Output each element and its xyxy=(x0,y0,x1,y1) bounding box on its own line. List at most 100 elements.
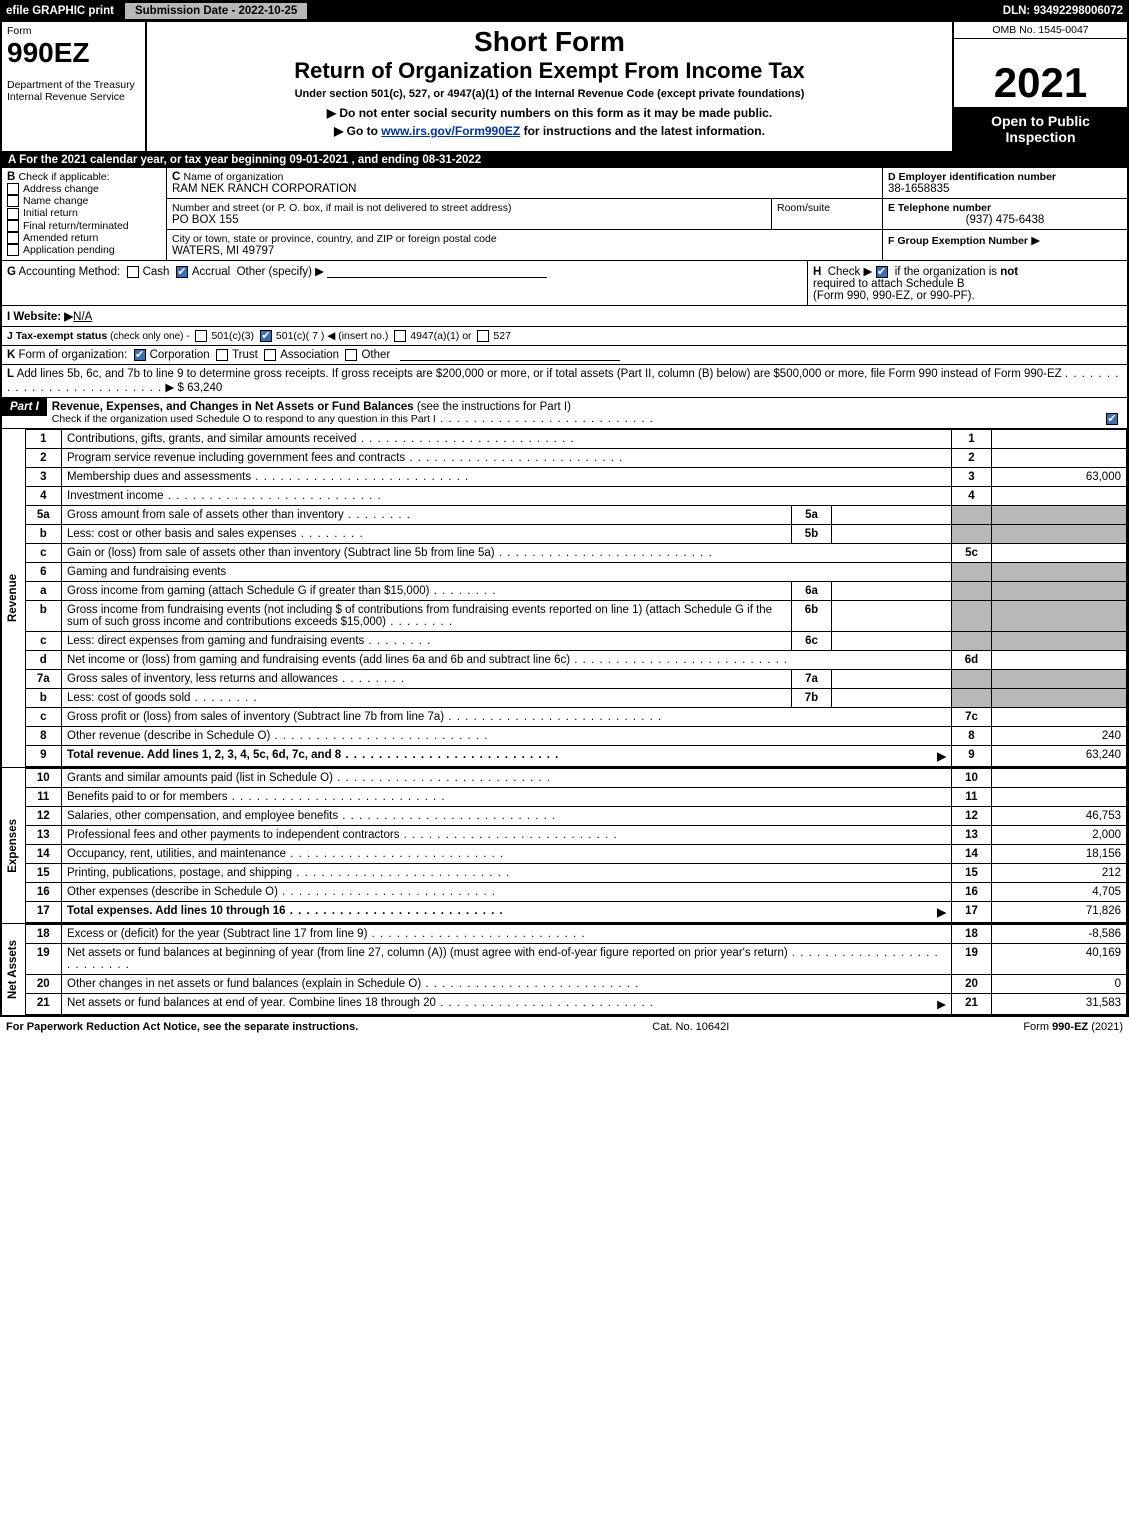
table-row: bGross income from fundraising events (n… xyxy=(26,601,1127,632)
b-checkbox[interactable] xyxy=(7,195,19,207)
part-i-label: Part I xyxy=(2,398,47,416)
b-option: Amended return xyxy=(7,232,161,244)
table-row: 12Salaries, other compensation, and empl… xyxy=(26,807,1127,826)
j-527-checkbox[interactable] xyxy=(477,330,489,342)
table-row: 17Total expenses. Add lines 10 through 1… xyxy=(26,902,1127,923)
table-row: 2Program service revenue including gover… xyxy=(26,449,1127,468)
netassets-table: 18Excess or (deficit) for the year (Subt… xyxy=(26,924,1127,1015)
table-row: 19Net assets or fund balances at beginni… xyxy=(26,944,1127,975)
table-row: 6Gaming and fundraising events xyxy=(26,563,1127,582)
b-option: Application pending xyxy=(7,244,161,256)
table-row: bLess: cost of goods sold7b xyxy=(26,689,1127,708)
revenue-table: 1Contributions, gifts, grants, and simil… xyxy=(26,429,1127,767)
b-checkbox[interactable] xyxy=(7,244,19,256)
k-checkbox[interactable] xyxy=(264,349,276,361)
section-k: K Form of organization: ✔Corporation Tru… xyxy=(2,346,1127,365)
table-row: cGross profit or (loss) from sales of in… xyxy=(26,708,1127,727)
k-checkbox[interactable]: ✔ xyxy=(134,349,146,361)
k-checkbox[interactable] xyxy=(216,349,228,361)
table-row: cLess: direct expenses from gaming and f… xyxy=(26,632,1127,651)
j-501c3-checkbox[interactable] xyxy=(195,330,207,342)
ein-value: 38-1658835 xyxy=(888,183,949,195)
bullet-goto: ▶ Go to www.irs.gov/Form990EZ for instru… xyxy=(147,122,952,140)
dept-irs: Internal Revenue Service xyxy=(7,91,140,103)
org-name: RAM NEK RANCH CORPORATION xyxy=(172,183,356,195)
b-checkbox[interactable] xyxy=(7,208,19,220)
table-row: 21Net assets or fund balances at end of … xyxy=(26,994,1127,1015)
part-i-schedule-o-checkbox[interactable]: ✔ xyxy=(1106,413,1118,425)
submission-date-button[interactable]: Submission Date - 2022-10-25 xyxy=(124,2,308,20)
form-body: Form 990EZ Department of the Treasury In… xyxy=(0,22,1129,1017)
j-501c-checkbox[interactable]: ✔ xyxy=(260,330,272,342)
open-to-public: Open to Public Inspection xyxy=(954,107,1127,151)
form-page-ref: Form 990-EZ (2021) xyxy=(1023,1021,1123,1033)
table-row: 3Membership dues and assessments363,000 xyxy=(26,468,1127,487)
efile-label: efile GRAPHIC print xyxy=(0,5,120,17)
expenses-table: 10Grants and similar amounts paid (list … xyxy=(26,768,1127,923)
table-row: 9Total revenue. Add lines 1, 2, 3, 4, 5c… xyxy=(26,746,1127,767)
section-def: D Employer identification number 38-1658… xyxy=(882,168,1127,260)
bullet-ssn: ▶ Do not enter social security numbers o… xyxy=(147,104,952,122)
part-i-header: Part I Revenue, Expenses, and Changes in… xyxy=(2,398,1127,429)
irs-link[interactable]: www.irs.gov/Form990EZ xyxy=(381,124,520,138)
b-option: Name change xyxy=(7,195,161,207)
dln-label: DLN: 93492298006072 xyxy=(997,5,1129,17)
cash-checkbox[interactable] xyxy=(127,266,139,278)
gross-receipts: 63,240 xyxy=(187,382,222,394)
return-title: Return of Organization Exempt From Incom… xyxy=(147,58,952,84)
street-address: PO BOX 155 xyxy=(172,214,238,226)
b-checkbox[interactable] xyxy=(7,232,19,244)
form-right-block: OMB No. 1545-0047 2021 Open to Public In… xyxy=(952,22,1127,151)
short-form-title: Short Form xyxy=(147,22,952,58)
table-row: 8Other revenue (describe in Schedule O)8… xyxy=(26,727,1127,746)
table-row: 20Other changes in net assets or fund ba… xyxy=(26,975,1127,994)
section-l: L Add lines 5b, 6c, and 7b to line 9 to … xyxy=(2,365,1127,398)
website-value: N/A xyxy=(73,311,92,323)
revenue-side-tab: Revenue xyxy=(2,429,26,767)
ein-label: D Employer identification number xyxy=(888,171,1056,183)
table-row: 7aGross sales of inventory, less returns… xyxy=(26,670,1127,689)
schedule-b-checkbox[interactable]: ✔ xyxy=(876,266,888,278)
b-option: Address change xyxy=(7,183,161,195)
group-exemption-label: F Group Exemption Number xyxy=(888,235,1028,247)
table-row: 14Occupancy, rent, utilities, and mainte… xyxy=(26,845,1127,864)
table-row: 18Excess or (deficit) for the year (Subt… xyxy=(26,925,1127,944)
j-4947-checkbox[interactable] xyxy=(394,330,406,342)
top-bar: efile GRAPHIC print Submission Date - 20… xyxy=(0,0,1129,22)
table-row: bLess: cost or other basis and sales exp… xyxy=(26,525,1127,544)
b-option: Final return/terminated xyxy=(7,220,161,232)
section-c: C Name of organization RAM NEK RANCH COR… xyxy=(167,168,882,260)
b-checkbox[interactable] xyxy=(7,220,19,232)
b-option: Initial return xyxy=(7,207,161,219)
phone-value: (937) 475-6438 xyxy=(888,214,1122,226)
table-row: cGain or (loss) from sale of assets othe… xyxy=(26,544,1127,563)
accrual-checkbox[interactable]: ✔ xyxy=(176,266,188,278)
table-row: 5aGross amount from sale of assets other… xyxy=(26,506,1127,525)
form-title-block: Short Form Return of Organization Exempt… xyxy=(147,22,952,151)
table-row: 11Benefits paid to or for members11 xyxy=(26,788,1127,807)
phone-label: E Telephone number xyxy=(888,202,991,214)
table-row: aGross income from gaming (attach Schedu… xyxy=(26,582,1127,601)
section-h: H Check ▶ ✔ if the organization is not r… xyxy=(807,261,1127,305)
table-row: 15Printing, publications, postage, and s… xyxy=(26,864,1127,883)
under-section-text: Under section 501(c), 527, or 4947(a)(1)… xyxy=(147,84,952,104)
section-b: B Check if applicable: Address changeNam… xyxy=(2,168,167,260)
form-word: Form xyxy=(7,25,140,37)
k-checkbox[interactable] xyxy=(345,349,357,361)
table-row: 1Contributions, gifts, grants, and simil… xyxy=(26,430,1127,449)
city-state-zip: WATERS, MI 49797 xyxy=(172,245,274,257)
form-code: 990EZ xyxy=(7,37,140,69)
netassets-side-tab: Net Assets xyxy=(2,924,26,1015)
section-i: I Website: ▶N/A xyxy=(2,306,1127,327)
omb-number: OMB No. 1545-0047 xyxy=(954,22,1127,39)
b-checkbox[interactable] xyxy=(7,183,19,195)
form-id-block: Form 990EZ Department of the Treasury In… xyxy=(2,22,147,151)
section-g: G Accounting Method: Cash ✔Accrual Other… xyxy=(2,261,807,305)
paperwork-notice: For Paperwork Reduction Act Notice, see … xyxy=(6,1021,358,1033)
tax-year: 2021 xyxy=(954,39,1127,107)
page-footer: For Paperwork Reduction Act Notice, see … xyxy=(0,1017,1129,1037)
section-j: J Tax-exempt status (check only one) - 5… xyxy=(2,327,1127,346)
room-suite: Room/suite xyxy=(772,199,882,229)
table-row: dNet income or (loss) from gaming and fu… xyxy=(26,651,1127,670)
dept-treasury: Department of the Treasury xyxy=(7,79,140,91)
